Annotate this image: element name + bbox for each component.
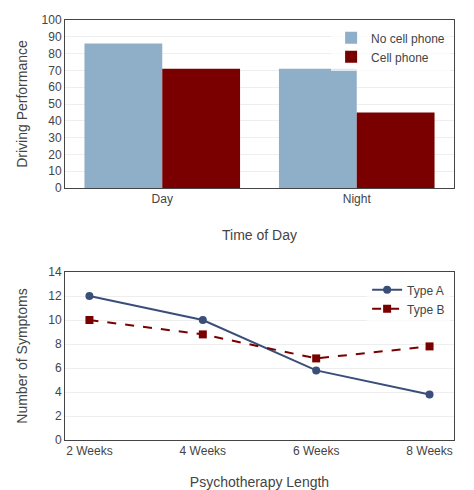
svg-text:Psychotherapy Length: Psychotherapy Length (190, 474, 329, 490)
svg-text:No cell phone: No cell phone (371, 32, 445, 46)
svg-text:Day: Day (152, 192, 173, 206)
svg-text:Driving Performance: Driving Performance (14, 40, 30, 168)
svg-text:50: 50 (48, 97, 62, 111)
svg-text:80: 80 (48, 47, 62, 61)
svg-text:10: 10 (48, 164, 62, 178)
svg-text:0: 0 (55, 433, 62, 447)
svg-text:90: 90 (48, 30, 62, 44)
svg-text:70: 70 (48, 64, 62, 78)
svg-text:8: 8 (55, 337, 62, 351)
svg-text:4: 4 (55, 385, 62, 399)
svg-text:Time of Day: Time of Day (222, 227, 297, 243)
svg-text:100: 100 (42, 13, 62, 27)
svg-text:Type A: Type A (407, 284, 444, 298)
svg-text:Night: Night (343, 192, 372, 206)
svg-text:0: 0 (55, 181, 62, 195)
svg-text:Number of Symptoms: Number of Symptoms (14, 288, 30, 423)
svg-text:40: 40 (48, 114, 62, 128)
svg-text:30: 30 (48, 131, 62, 145)
svg-text:60: 60 (48, 80, 62, 94)
svg-text:6 Weeks: 6 Weeks (293, 444, 339, 458)
svg-text:14: 14 (48, 265, 62, 279)
svg-text:4 Weeks: 4 Weeks (180, 444, 226, 458)
svg-text:10: 10 (48, 313, 62, 327)
svg-text:6: 6 (55, 361, 62, 375)
svg-text:20: 20 (48, 148, 62, 162)
svg-text:8 Weeks: 8 Weeks (406, 444, 452, 458)
svg-text:2 Weeks: 2 Weeks (66, 444, 112, 458)
svg-text:Type B: Type B (407, 303, 444, 317)
svg-text:2: 2 (55, 409, 62, 423)
svg-text:12: 12 (48, 289, 62, 303)
svg-text:Cell phone: Cell phone (371, 51, 429, 65)
